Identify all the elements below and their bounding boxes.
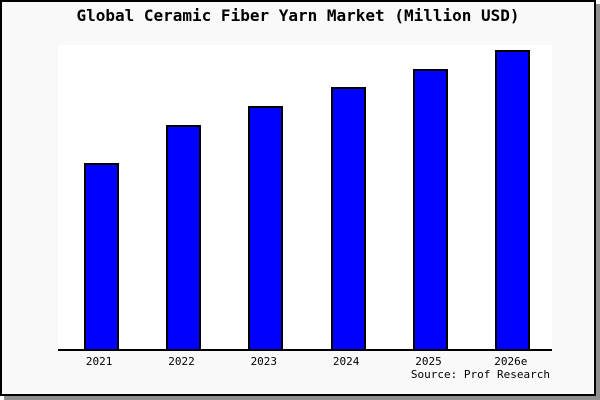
bar-2022: [166, 125, 201, 351]
plot-area: [58, 45, 552, 351]
bar-2025: [413, 69, 448, 351]
bar-2021: [83, 163, 119, 351]
bar-2023: [248, 106, 284, 351]
x-axis-label-2026e: 2026e: [494, 355, 528, 368]
x-axis-label-2025: 2025: [415, 355, 442, 368]
chart-title: Global Ceramic Fiber Yarn Market (Millio…: [76, 6, 520, 25]
x-axis-label-2022: 2022: [168, 355, 195, 368]
source-note: Source: Prof Research: [410, 368, 550, 381]
x-axis-labels: 2021 2022 2023 2024 2025 2026e: [58, 355, 552, 368]
x-axis-label-2023: 2023: [250, 355, 278, 368]
bar-2024: [330, 87, 366, 351]
x-axis-label-2024: 2024: [332, 355, 360, 368]
bar-2026e: [495, 50, 531, 351]
x-axis-label-2021: 2021: [85, 355, 113, 368]
